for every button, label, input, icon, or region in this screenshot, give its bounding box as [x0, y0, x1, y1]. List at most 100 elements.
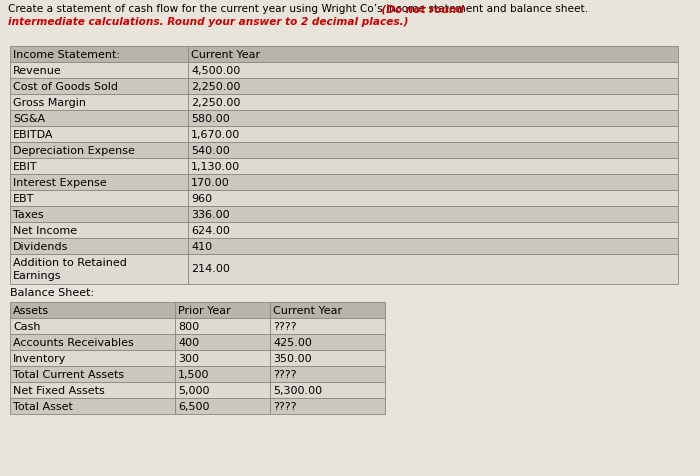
Bar — [188, 222, 678, 238]
Bar — [10, 78, 188, 94]
Bar — [10, 110, 188, 126]
Bar — [188, 206, 678, 222]
Text: 2,250.00: 2,250.00 — [191, 98, 240, 108]
Bar — [10, 158, 188, 174]
Text: EBIT: EBIT — [13, 162, 38, 172]
Text: Taxes: Taxes — [13, 210, 43, 220]
Bar — [10, 318, 175, 334]
Text: 5,300.00: 5,300.00 — [273, 386, 322, 396]
Text: 1,130.00: 1,130.00 — [191, 162, 240, 172]
Bar — [10, 398, 175, 414]
Text: Gross Margin: Gross Margin — [13, 98, 86, 108]
Text: ????: ???? — [273, 402, 297, 412]
Bar — [10, 302, 175, 318]
Text: intermediate calculations. Round your answer to 2 decimal places.): intermediate calculations. Round your an… — [8, 17, 408, 27]
Bar — [10, 206, 188, 222]
Text: Net Fixed Assets: Net Fixed Assets — [13, 386, 105, 396]
Text: 960: 960 — [191, 194, 212, 204]
Text: 1,670.00: 1,670.00 — [191, 130, 240, 140]
Text: 300: 300 — [178, 354, 199, 364]
Bar — [10, 350, 175, 366]
Text: 214.00: 214.00 — [191, 264, 230, 274]
Bar — [188, 190, 678, 206]
Bar — [10, 94, 188, 110]
Text: 580.00: 580.00 — [191, 114, 230, 124]
Bar — [10, 254, 188, 284]
Text: EBITDA: EBITDA — [13, 130, 53, 140]
Bar — [175, 382, 270, 398]
Text: Assets: Assets — [13, 306, 49, 316]
Text: Total Current Assets: Total Current Assets — [13, 370, 124, 380]
Text: 540.00: 540.00 — [191, 146, 230, 156]
Bar — [10, 62, 188, 78]
Text: 5,000: 5,000 — [178, 386, 209, 396]
Bar — [10, 174, 188, 190]
Text: Balance Sheet:: Balance Sheet: — [10, 288, 94, 298]
Bar — [270, 366, 385, 382]
Bar — [10, 190, 188, 206]
Text: Total Asset: Total Asset — [13, 402, 73, 412]
Text: 400: 400 — [178, 338, 199, 348]
Bar — [175, 350, 270, 366]
Bar — [10, 142, 188, 158]
Bar — [188, 158, 678, 174]
Bar — [188, 142, 678, 158]
Bar — [175, 318, 270, 334]
Bar — [10, 46, 188, 62]
Text: 425.00: 425.00 — [273, 338, 312, 348]
Bar — [175, 366, 270, 382]
Text: 410: 410 — [191, 242, 212, 252]
Bar — [10, 366, 175, 382]
Bar — [270, 318, 385, 334]
Text: 624.00: 624.00 — [191, 226, 230, 236]
Text: ????: ???? — [273, 370, 297, 380]
Text: 350.00: 350.00 — [273, 354, 312, 364]
Bar — [270, 302, 385, 318]
Bar — [188, 46, 678, 62]
Bar — [270, 350, 385, 366]
Bar — [10, 126, 188, 142]
Bar — [10, 334, 175, 350]
Text: 2,250.00: 2,250.00 — [191, 82, 240, 92]
Text: ????: ???? — [273, 322, 297, 332]
Text: 1,500: 1,500 — [178, 370, 209, 380]
Text: Earnings: Earnings — [13, 271, 62, 281]
Bar — [188, 94, 678, 110]
Text: Depreciation Expense: Depreciation Expense — [13, 146, 135, 156]
Text: Cash: Cash — [13, 322, 41, 332]
Text: Current Year: Current Year — [273, 306, 342, 316]
Bar — [10, 238, 188, 254]
Text: Inventory: Inventory — [13, 354, 66, 364]
Bar — [188, 126, 678, 142]
Bar — [188, 238, 678, 254]
Bar — [175, 302, 270, 318]
Bar — [270, 334, 385, 350]
Bar — [175, 334, 270, 350]
Bar — [10, 222, 188, 238]
Bar — [188, 254, 678, 284]
Bar — [188, 174, 678, 190]
Bar — [188, 110, 678, 126]
Bar — [188, 62, 678, 78]
Text: 800: 800 — [178, 322, 199, 332]
Text: Accounts Receivables: Accounts Receivables — [13, 338, 134, 348]
Bar — [270, 382, 385, 398]
Text: (Do not round: (Do not round — [8, 4, 464, 14]
Text: Income Statement:: Income Statement: — [13, 50, 120, 60]
Bar — [188, 78, 678, 94]
Bar — [10, 382, 175, 398]
Text: Create a statement of cash flow for the current year using Wright Co’s income st: Create a statement of cash flow for the … — [8, 4, 592, 14]
Text: Dividends: Dividends — [13, 242, 69, 252]
Text: Revenue: Revenue — [13, 66, 62, 76]
Text: Net Income: Net Income — [13, 226, 77, 236]
Text: EBT: EBT — [13, 194, 34, 204]
Text: Addition to Retained: Addition to Retained — [13, 258, 127, 268]
Text: Current Year: Current Year — [191, 50, 260, 60]
Text: SG&A: SG&A — [13, 114, 45, 124]
Bar — [175, 398, 270, 414]
Text: 6,500: 6,500 — [178, 402, 209, 412]
Bar — [270, 398, 385, 414]
Text: 4,500.00: 4,500.00 — [191, 66, 240, 76]
Text: 336.00: 336.00 — [191, 210, 230, 220]
Text: Interest Expense: Interest Expense — [13, 178, 106, 188]
